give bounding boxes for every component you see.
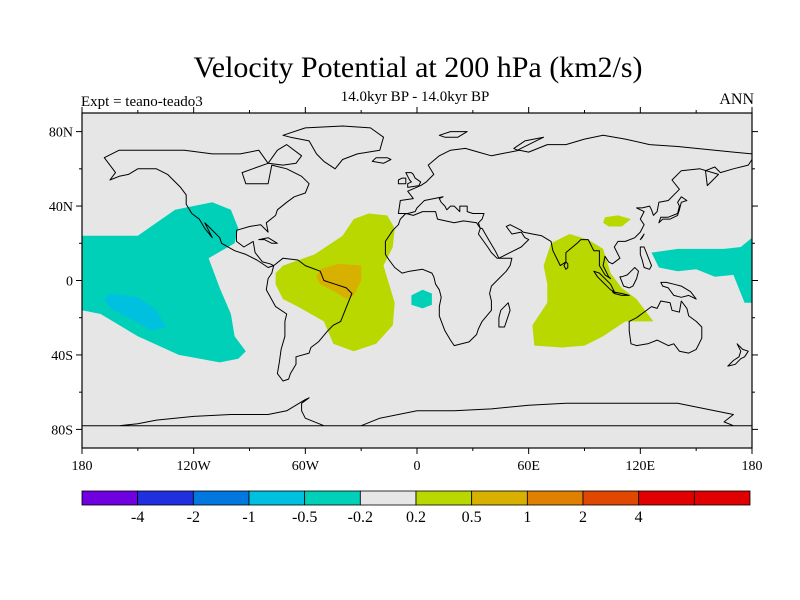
colorbar-label: 1 xyxy=(523,509,531,526)
y-tick-label: 80S xyxy=(51,423,73,438)
colorbar-swatch xyxy=(192,490,250,506)
colorbar-swatch xyxy=(248,490,306,506)
contour-west-pacific-negative xyxy=(651,237,752,303)
coastline-australia xyxy=(628,300,703,354)
colorbar-label: 2 xyxy=(579,509,587,526)
coastline-japan xyxy=(658,196,688,224)
colorbar-label: -1 xyxy=(242,509,255,526)
coastline-java xyxy=(611,291,630,296)
contour-south-atlantic-negative xyxy=(411,289,432,309)
colorbar-swatch xyxy=(582,490,640,506)
x-tick-label: 0 xyxy=(414,459,421,474)
season-label: ANN xyxy=(719,91,754,108)
y-tick-label: 40N xyxy=(49,200,73,215)
coastline-cuba xyxy=(258,237,278,244)
coastline-new-guinea xyxy=(660,281,697,300)
coastline-borneo xyxy=(619,267,639,289)
contour-east-pacific-negative xyxy=(82,202,246,363)
coastline-svalbard xyxy=(438,131,468,138)
experiment-label: Expt = teano-teado3 xyxy=(81,94,203,110)
coastline-sumatra xyxy=(593,270,615,293)
axis-layer: 180 120W 60W 0 60E 120E 180 80N 40N 0 40S 80S xyxy=(49,107,763,474)
colorbar-label: 0.2 xyxy=(406,509,426,526)
contour-layer xyxy=(82,202,752,363)
contour-indian-ocean-positive xyxy=(532,234,654,348)
colorbar-swatch xyxy=(137,490,194,506)
x-tick-label: 120E xyxy=(626,459,656,474)
contour-east-pacific-core xyxy=(104,293,166,331)
coastline-uk xyxy=(405,172,422,188)
colorbar-swatch xyxy=(471,490,528,506)
x-tick-label: 120W xyxy=(177,459,212,474)
colorbar-label: -0.2 xyxy=(348,509,373,526)
coastline-taiwan-hainan xyxy=(639,233,645,241)
x-tick-label: 60W xyxy=(292,459,320,474)
contour-south-america-core xyxy=(316,263,362,300)
colorbar-swatch xyxy=(526,490,584,506)
x-tick-label: 60E xyxy=(517,459,540,474)
colorbar: -4 -2 -1 -0.5 -0.2 0.2 0.5 1 2 4 xyxy=(81,490,751,526)
coastline-layer xyxy=(82,125,752,427)
contour-north-pacific-blob-positive xyxy=(603,215,631,227)
coastline-sri-lanka xyxy=(563,261,569,270)
coastline-philippines xyxy=(639,246,652,270)
coastline-ireland xyxy=(397,177,407,185)
page-title: Velocity Potential at 200 hPa (km2/s) xyxy=(193,51,643,84)
colorbar-label: -2 xyxy=(187,509,200,526)
colorbar-label: 0.5 xyxy=(462,509,482,526)
colorbar-swatch xyxy=(415,490,473,506)
coastline-greenland xyxy=(282,125,384,170)
y-tick-label: 40S xyxy=(51,349,73,364)
subtitle: 14.0kyr BP - 14.0kyr BP xyxy=(340,89,490,105)
y-tick-label: 0 xyxy=(66,275,73,290)
coastline-africa xyxy=(384,211,513,347)
colorbar-label: -0.5 xyxy=(292,509,317,526)
coastline-eurasia xyxy=(397,134,752,280)
colorbar-swatch xyxy=(81,490,139,506)
coastline-novaya-zemlya xyxy=(513,136,545,151)
colorbar-swatch xyxy=(359,490,417,506)
colorbar-label: 4 xyxy=(635,509,643,526)
y-tick-label: 80N xyxy=(49,126,73,141)
coastline-south-america xyxy=(265,257,353,382)
coastline-baffin xyxy=(267,144,303,166)
coastline-iceland xyxy=(371,157,392,164)
x-tick-label: 180 xyxy=(72,459,93,474)
coastline-new-zealand xyxy=(727,343,749,367)
coastline-antarctica xyxy=(82,397,752,427)
x-tick-label: 180 xyxy=(742,459,763,474)
colorbar-swatch xyxy=(304,490,361,506)
coastline-north-america xyxy=(103,149,310,268)
colorbar-label: -4 xyxy=(131,509,144,526)
colorbar-swatch xyxy=(693,490,751,506)
coastline-madagascar xyxy=(498,302,511,328)
colorbar-swatch xyxy=(638,490,695,506)
